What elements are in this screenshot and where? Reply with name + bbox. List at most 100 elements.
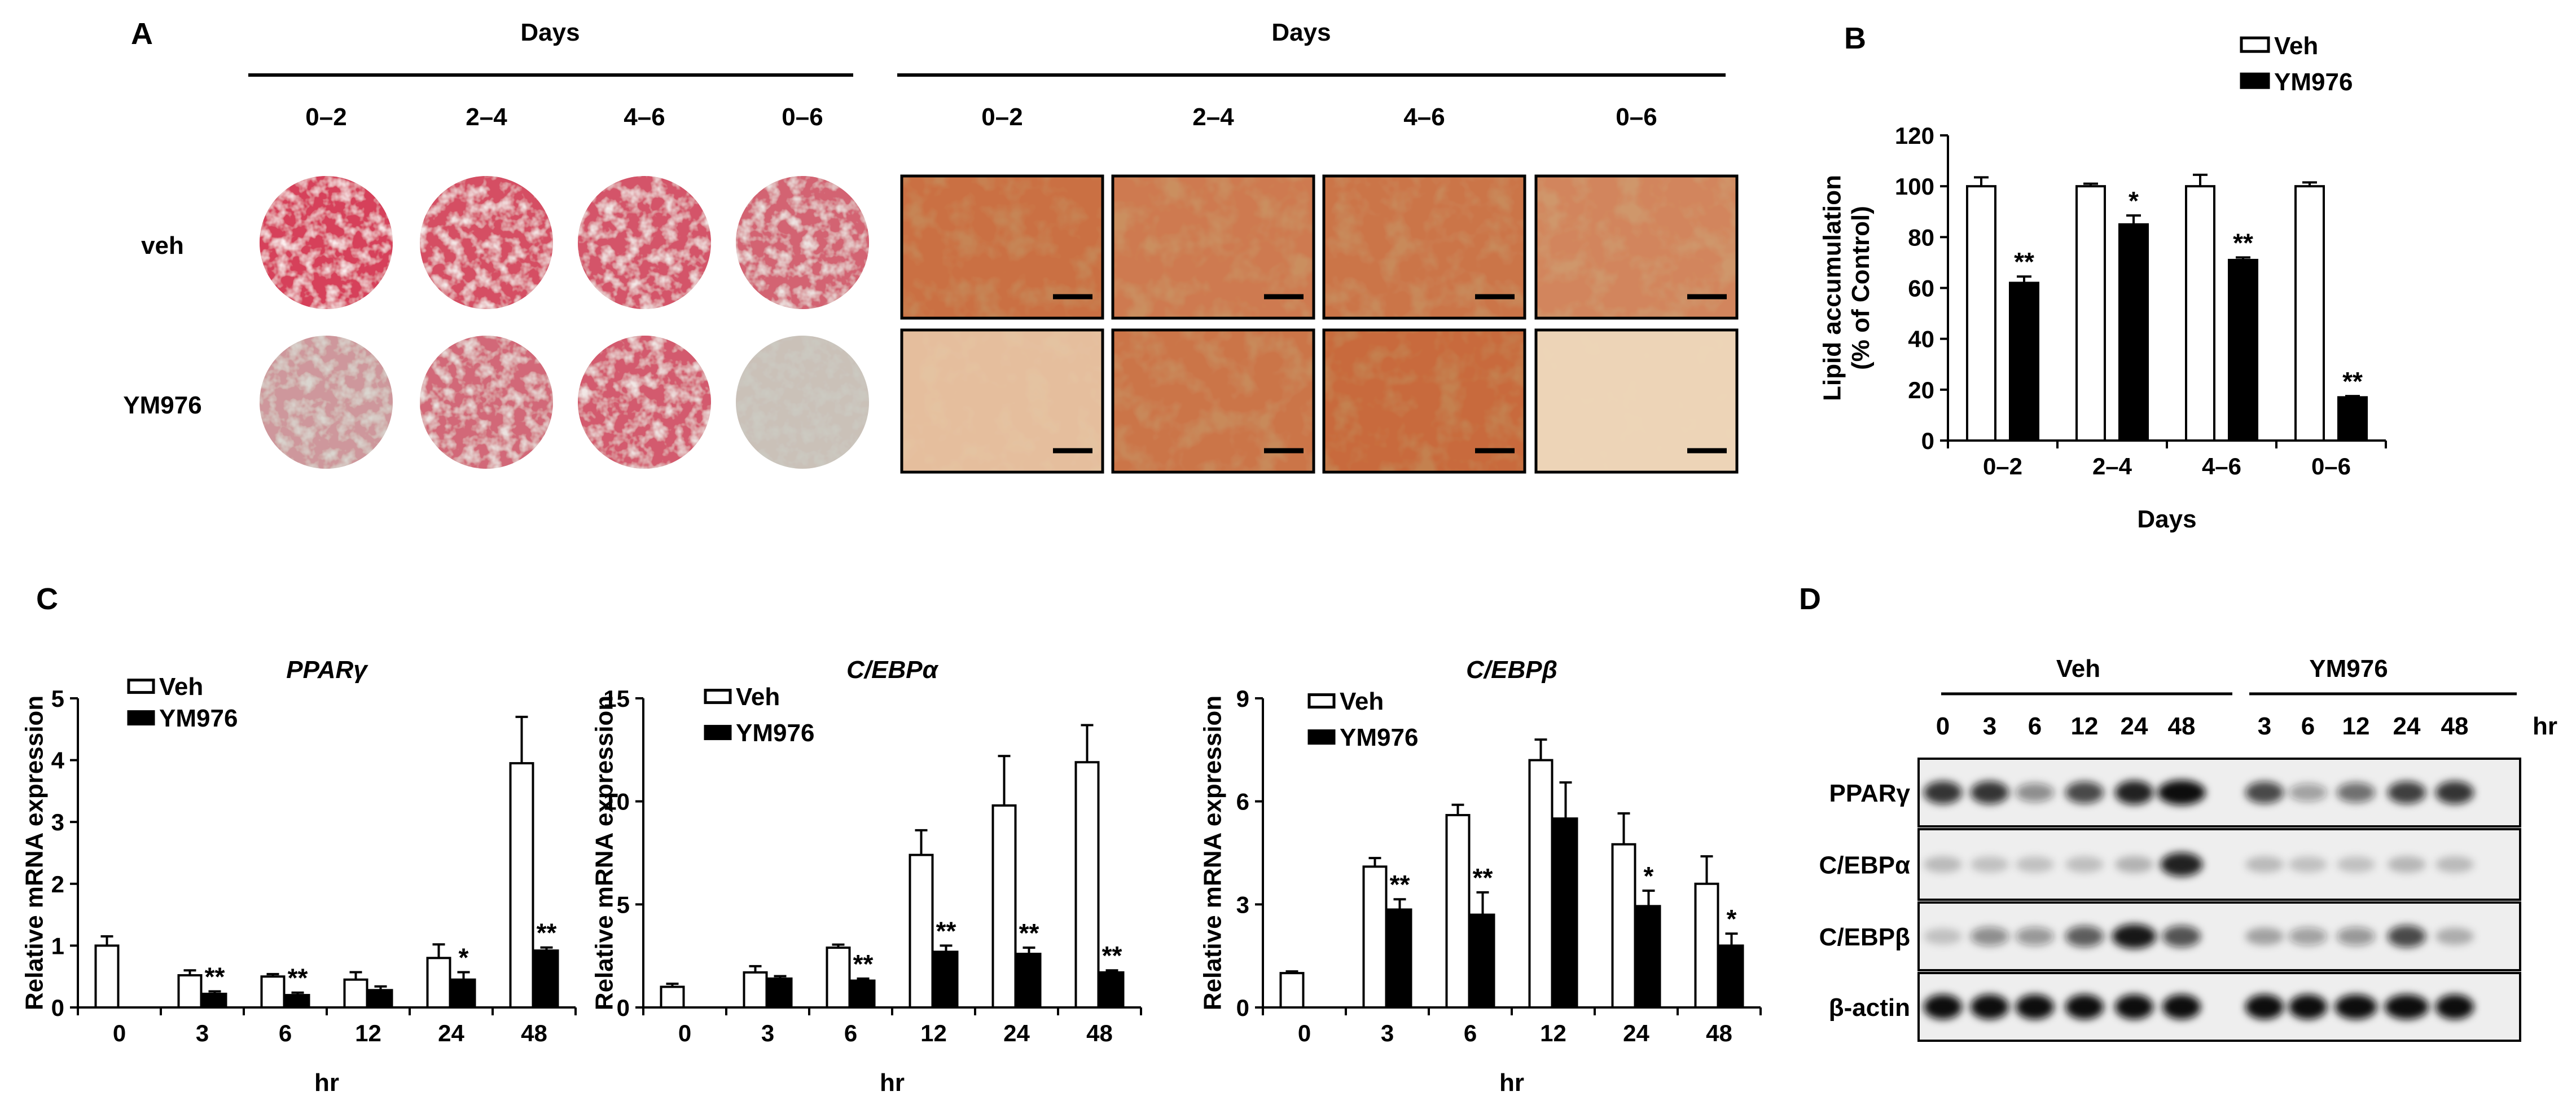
x-tick-label: 6	[279, 1020, 292, 1046]
y-tick-label: 10	[603, 789, 630, 815]
bar-ym976	[1636, 905, 1661, 1009]
blot-band	[2245, 781, 2284, 804]
blot-label: C/EBPβ	[1819, 923, 1910, 951]
bar-ym976	[534, 949, 559, 1009]
micrograph	[900, 174, 1104, 320]
blot-band	[2435, 856, 2474, 873]
x-tick-label: 4–6	[2202, 453, 2241, 479]
micrograph	[1322, 328, 1526, 474]
micro-days-header: Days	[1271, 19, 1331, 46]
y-axis-label: Lipid accumulation(% of Control)	[1819, 175, 1875, 401]
y-tick-label: 9	[1236, 685, 1249, 712]
blot-band	[1971, 856, 2009, 873]
significance-mark: *	[2129, 186, 2139, 215]
bar-ym976	[2337, 396, 2368, 442]
micrograph-frame	[1111, 328, 1315, 474]
bar-ym976	[2009, 281, 2039, 442]
legend-swatch-veh	[127, 679, 155, 694]
blot-band	[2435, 994, 2474, 1019]
micro-column-label: 2–4	[1192, 103, 1234, 131]
bar-veh	[1279, 972, 1305, 1009]
x-tick-label: 48	[1706, 1020, 1732, 1046]
y-tick-label: 2	[51, 871, 64, 897]
bar-veh	[909, 853, 934, 1009]
bar-veh	[426, 957, 451, 1009]
bar-veh	[1528, 759, 1554, 1009]
legend-swatch-ym976	[127, 710, 155, 726]
bar-ym976	[1387, 908, 1412, 1009]
blot-unit-label: hr	[2533, 712, 2557, 740]
culture-plate	[578, 336, 711, 469]
blot-band	[2289, 784, 2327, 802]
blot-band	[2435, 781, 2474, 804]
bar-ym976	[368, 989, 393, 1009]
y-tick-label: 100	[1895, 173, 1934, 200]
legend-label: Veh	[1340, 688, 1384, 715]
blot-strip: C/EBPα	[1819, 828, 2521, 901]
y-tick-label: 40	[1908, 326, 1934, 353]
y-tick-label: 20	[1908, 377, 1934, 403]
lane-label: 24	[2393, 712, 2421, 740]
bar-veh	[94, 944, 120, 1009]
bar-veh	[2294, 185, 2325, 442]
lane-label: 3	[1983, 712, 1996, 740]
y-tick-label: 3	[1236, 891, 1249, 918]
bar-ym976	[1719, 944, 1744, 1009]
blot-band	[2160, 852, 2203, 877]
plate-column-label: 2–4	[466, 103, 507, 131]
blot-band	[2245, 994, 2284, 1019]
x-axis-label: hr	[1499, 1069, 1524, 1097]
bar-ym976	[202, 992, 227, 1009]
x-tick-label: 2–4	[2092, 453, 2132, 479]
significance-mark: **	[1019, 918, 1039, 948]
y-axis-label-line: Lipid accumulation	[1819, 175, 1846, 401]
blot-group-ym976: YM976	[2309, 655, 2388, 683]
legend-label: YM976	[736, 719, 814, 747]
bar-veh	[1074, 761, 1100, 1009]
bar-ym976	[850, 979, 876, 1009]
bar-ym976	[285, 994, 310, 1009]
culture-plate	[260, 176, 393, 309]
culture-plate	[420, 336, 553, 469]
y-tick-label: 5	[51, 685, 64, 712]
bar-veh	[177, 974, 203, 1009]
culture-plate	[578, 176, 711, 309]
legend-swatch-ym976	[2240, 72, 2270, 89]
y-tick-label: 120	[1895, 122, 1934, 149]
bar-veh	[2075, 185, 2106, 442]
blot-strip: β-actin	[1829, 972, 2521, 1042]
lane-label: 48	[2168, 712, 2196, 740]
legend-label: YM976	[2274, 68, 2353, 96]
chart-title: PPARγ	[286, 656, 368, 684]
significance-mark: **	[2342, 367, 2363, 396]
y-axis-label-line: Relative mRNA expression	[590, 696, 618, 1010]
significance-mark: **	[537, 918, 557, 948]
bar-veh	[343, 978, 368, 1009]
micrograph	[1111, 328, 1315, 474]
blot-band	[2016, 994, 2054, 1019]
blot-band	[2337, 782, 2375, 803]
x-tick-label: 12	[1540, 1020, 1566, 1046]
blot-band	[1971, 781, 2009, 804]
panel-letter-c: C	[36, 582, 58, 616]
blot-band	[2162, 994, 2201, 1019]
lane-label: 12	[2342, 712, 2370, 740]
significance-mark: **	[205, 962, 225, 992]
significance-mark: **	[1102, 941, 1122, 970]
y-tick-label: 4	[51, 747, 65, 774]
x-tick-label: 6	[1464, 1020, 1477, 1046]
x-tick-label: 0	[113, 1020, 126, 1046]
blot-band	[1924, 928, 1962, 945]
panel-letter-b: B	[1844, 21, 1866, 55]
legend-label: YM976	[159, 705, 238, 732]
x-tick-label: 0–2	[1983, 453, 2022, 479]
legend-label: YM976	[1340, 724, 1418, 751]
significance-mark: **	[1473, 863, 1493, 892]
legend-swatch-ym976	[1307, 729, 1336, 745]
blot-label: C/EBPα	[1819, 852, 1910, 879]
chart-title: C/EBPβ	[1466, 656, 1557, 684]
panel-letter-a: A	[131, 17, 153, 51]
lane-label: 48	[2441, 712, 2469, 740]
blot-band	[1924, 781, 1962, 804]
